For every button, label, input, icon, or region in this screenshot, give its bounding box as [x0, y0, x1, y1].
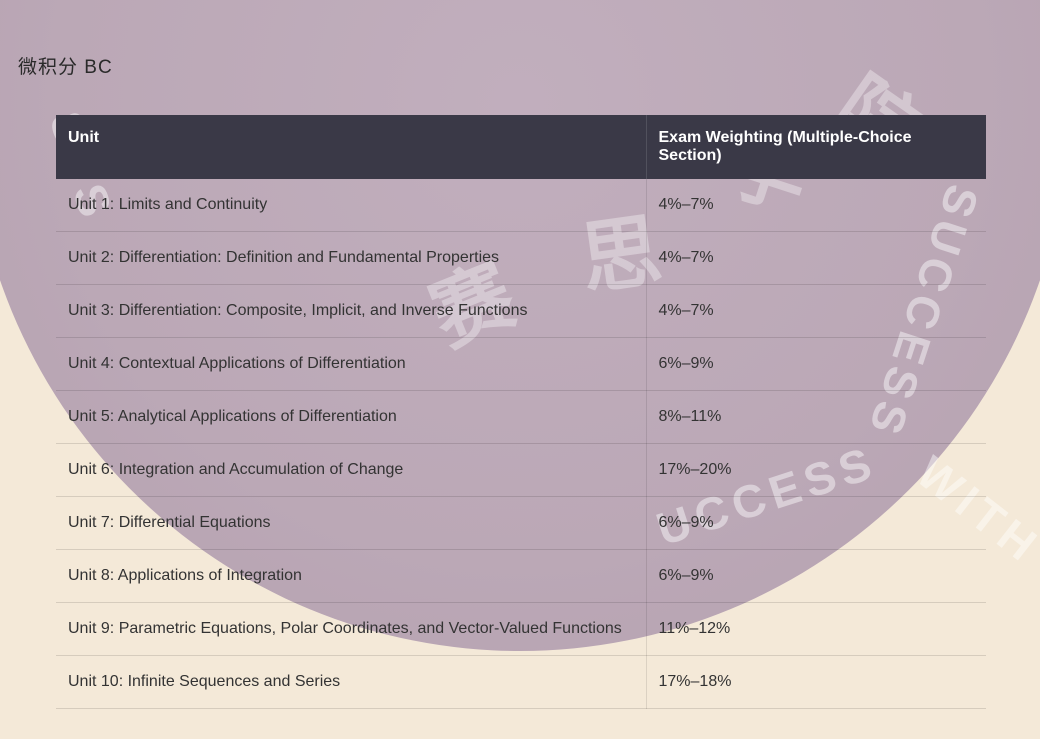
col-header-weight: Exam Weighting (Multiple-Choice Section): [646, 115, 986, 179]
content-container: 微积分 BC Unit Exam Weighting (Multiple-Cho…: [0, 0, 1040, 739]
cell-unit: Unit 7: Differential Equations: [56, 497, 646, 550]
page-title: 微积分 BC: [18, 52, 1022, 79]
cell-weight: 4%–7%: [646, 179, 986, 232]
cell-weight: 6%–9%: [646, 338, 986, 391]
cell-unit: Unit 9: Parametric Equations, Polar Coor…: [56, 603, 646, 656]
table-row: Unit 6: Integration and Accumulation of …: [56, 444, 986, 497]
table-row: Unit 5: Analytical Applications of Diffe…: [56, 391, 986, 444]
cell-unit: Unit 2: Differentiation: Definition and …: [56, 232, 646, 285]
cell-weight: 6%–9%: [646, 497, 986, 550]
table-row: Unit 3: Differentiation: Composite, Impl…: [56, 285, 986, 338]
table-header-row: Unit Exam Weighting (Multiple-Choice Sec…: [56, 115, 986, 179]
table-row: Unit 10: Infinite Sequences and Series 1…: [56, 656, 986, 709]
col-header-unit: Unit: [56, 115, 646, 179]
cell-unit: Unit 8: Applications of Integration: [56, 550, 646, 603]
weighting-table: Unit Exam Weighting (Multiple-Choice Sec…: [56, 115, 986, 709]
table-row: Unit 9: Parametric Equations, Polar Coor…: [56, 603, 986, 656]
table-row: Unit 4: Contextual Applications of Diffe…: [56, 338, 986, 391]
cell-unit: Unit 5: Analytical Applications of Diffe…: [56, 391, 646, 444]
table-row: Unit 1: Limits and Continuity 4%–7%: [56, 179, 986, 232]
cell-weight: 17%–18%: [646, 656, 986, 709]
cell-unit: Unit 6: Integration and Accumulation of …: [56, 444, 646, 497]
cell-weight: 11%–12%: [646, 603, 986, 656]
cell-unit: Unit 10: Infinite Sequences and Series: [56, 656, 646, 709]
cell-weight: 4%–7%: [646, 285, 986, 338]
cell-weight: 8%–11%: [646, 391, 986, 444]
cell-unit: Unit 1: Limits and Continuity: [56, 179, 646, 232]
table-row: Unit 7: Differential Equations 6%–9%: [56, 497, 986, 550]
cell-weight: 4%–7%: [646, 232, 986, 285]
table-row: Unit 8: Applications of Integration 6%–9…: [56, 550, 986, 603]
cell-weight: 17%–20%: [646, 444, 986, 497]
cell-weight: 6%–9%: [646, 550, 986, 603]
cell-unit: Unit 4: Contextual Applications of Diffe…: [56, 338, 646, 391]
cell-unit: Unit 3: Differentiation: Composite, Impl…: [56, 285, 646, 338]
table-row: Unit 2: Differentiation: Definition and …: [56, 232, 986, 285]
